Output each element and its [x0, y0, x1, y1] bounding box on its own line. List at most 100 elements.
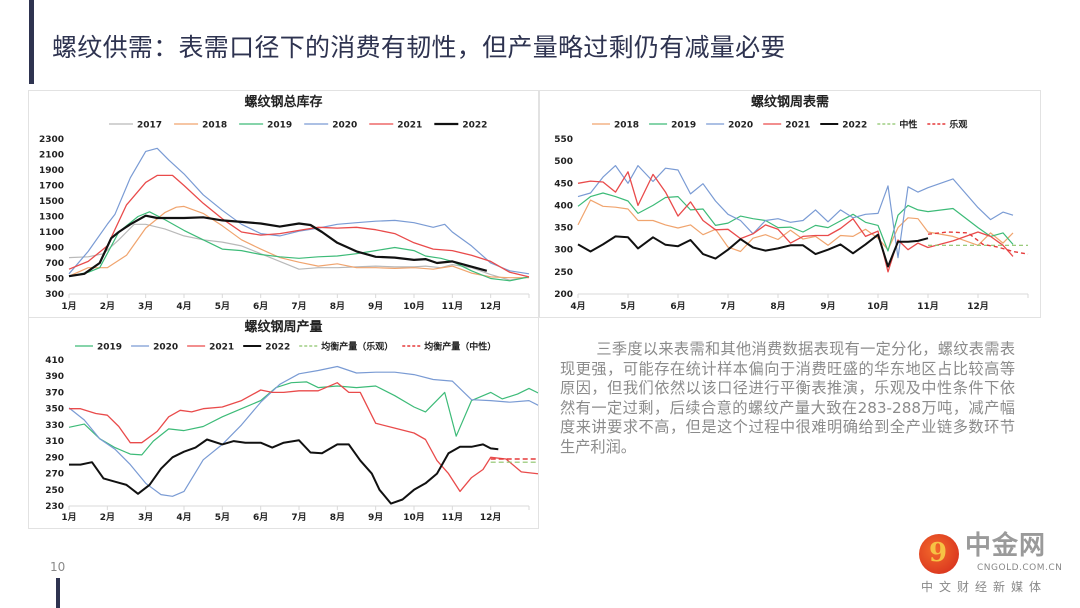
y-tick-label: 200: [554, 290, 573, 300]
legend-label: 2022: [842, 121, 867, 131]
x-tick-label: 12月: [480, 301, 502, 312]
legend-label: 均衡产量（乐观）: [321, 341, 393, 353]
x-tick-label: 12月: [967, 301, 989, 312]
legend-item-2021: 2021: [369, 121, 422, 131]
legend-item-2022: 2022: [243, 343, 290, 353]
y-tick-label: 550: [554, 135, 573, 145]
x-tick-label: 2月: [100, 301, 115, 312]
legend-item-2019: 2019: [239, 121, 292, 131]
x-tick-label: 6月: [670, 301, 685, 312]
series-line-2018: [577, 199, 1014, 253]
series-line-2022: [69, 438, 499, 505]
legend-label: 2020: [153, 343, 178, 353]
y-tick-label: 500: [45, 275, 64, 285]
legend-label: 均衡产量（中性）: [424, 341, 496, 353]
analysis-text: 三季度以来表需和其他消费数据表现有一定分化，螺纹表需表现更强，可能存在统计样本偏…: [560, 340, 1015, 456]
legend-label: 2022: [265, 343, 290, 353]
x-tick-label: 4月: [176, 301, 191, 312]
legend-item-2021: 2021: [187, 343, 234, 353]
legend-label: 2020: [728, 121, 753, 131]
x-tick-label: 10月: [403, 512, 425, 523]
x-tick-label: 7月: [720, 301, 735, 312]
brand-logo: 9 中金网 CNGOLD.COM.CN 中文财经新媒体: [915, 530, 1080, 608]
legend-label: 2019: [671, 121, 696, 131]
y-tick-label: 900: [45, 244, 64, 254]
legend-label: 2018: [614, 121, 639, 131]
x-tick-label: 2月: [100, 512, 115, 523]
x-tick-label: 10月: [867, 301, 889, 312]
x-tick-label: 3月: [138, 301, 153, 312]
y-tick-label: 400: [554, 201, 573, 211]
legend-label: 中性: [899, 119, 917, 131]
chart-inventory: 螺纹钢总库存 300 500 700 900 1100 1300 1500 1700 1900 2…: [28, 90, 539, 318]
legend-label: 2019: [267, 121, 292, 131]
page-title: 螺纹供需：表需口径下的消费有韧性，但产量略过剩仍有减量必要: [52, 33, 786, 62]
y-tick-label: 410: [45, 356, 64, 366]
series-line-2020: [577, 164, 1014, 259]
y-tick-label: 1700: [39, 182, 64, 192]
x-tick-label: 7月: [291, 301, 306, 312]
x-tick-label: 8月: [770, 301, 785, 312]
chart-demand-plot: 200 250 300 350 400 450 500 550 4月 5月 6月 7月 8月 9月 10月 1…: [554, 119, 1029, 312]
legend-item-2018: 2018: [174, 121, 227, 131]
legend-label: 2017: [137, 121, 162, 131]
legend-item-2019: 2019: [649, 121, 696, 131]
y-tick-label: 1500: [39, 197, 64, 207]
legend-item-neutral: 均衡产量（乐观）: [299, 341, 393, 353]
y-tick-label: 300: [554, 246, 573, 256]
legend-item-2020: 2020: [706, 121, 753, 131]
y-tick-label: 290: [45, 453, 64, 463]
y-tick-label: 310: [45, 437, 64, 447]
series-line-2018: [68, 205, 529, 279]
logo-mark-glyph: 9: [929, 538, 948, 568]
legend-item-2020: 2020: [131, 343, 178, 353]
y-tick-label: 1900: [39, 166, 64, 176]
x-tick-label: 11月: [442, 512, 464, 523]
x-tick-label: 4月: [176, 512, 191, 523]
y-tick-label: 450: [554, 179, 573, 189]
chart-title-inventory: 螺纹钢总库存: [244, 95, 323, 110]
chart-inventory-plot: 300 500 700 900 1100 1300 1500 1700 1900 2100 2300…: [39, 121, 530, 312]
x-tick-label: 10月: [403, 301, 425, 312]
y-tick-label: 330: [45, 421, 64, 431]
chart-production: 螺纹钢周产量 230 250 270 290 310 330 350 370 390 410 1月 2…: [28, 317, 539, 529]
legend-label: 2022: [462, 121, 487, 131]
x-tick-label: 3月: [138, 512, 153, 523]
y-tick-label: 2100: [39, 151, 64, 161]
legend-label: 2018: [202, 121, 227, 131]
legend-label: 乐观: [949, 119, 967, 131]
series-line-2020: [68, 147, 530, 275]
series-line-optimistic: [927, 231, 1029, 255]
legend-item-2021: 2021: [763, 121, 810, 131]
logo-mark-icon: 9: [919, 534, 959, 574]
series-line-2020: [68, 365, 538, 497]
x-tick-label: 7月: [291, 512, 306, 523]
series-line-2019: [577, 192, 1014, 252]
x-tick-label: 1月: [61, 512, 76, 523]
x-tick-label: 6月: [253, 512, 268, 523]
series-line-2019: [68, 381, 538, 456]
x-tick-label: 9月: [820, 301, 835, 312]
legend-label: 2021: [397, 121, 422, 131]
legend-item-optimistic: 乐观: [927, 119, 967, 131]
y-tick-label: 1300: [39, 213, 64, 223]
y-tick-label: 700: [45, 259, 64, 269]
series-line-2021: [69, 382, 538, 493]
x-tick-label: 6月: [253, 301, 268, 312]
legend-label: 2021: [209, 343, 234, 353]
y-tick-label: 230: [45, 502, 64, 512]
x-tick-label: 5月: [215, 512, 230, 523]
logo-domain: CNGOLD.COM.CN: [977, 563, 1063, 573]
legend-item-2020: 2020: [304, 121, 357, 131]
legend-item-2022: 2022: [434, 121, 487, 131]
series-line-2022: [68, 214, 488, 278]
legend-label: 2019: [97, 343, 122, 353]
legend-item-2018: 2018: [592, 121, 639, 131]
page-number: 10: [50, 560, 66, 574]
y-tick-label: 2300: [39, 135, 64, 145]
legend-item-neutral: 中性: [877, 119, 917, 131]
x-tick-label: 8月: [330, 512, 345, 523]
y-tick-label: 250: [554, 268, 573, 278]
chart-production-plot: 230 250 270 290 310 330 350 370 390 410 1月 2月 3月 4月 5月…: [45, 341, 538, 523]
x-tick-label: 9月: [368, 301, 383, 312]
